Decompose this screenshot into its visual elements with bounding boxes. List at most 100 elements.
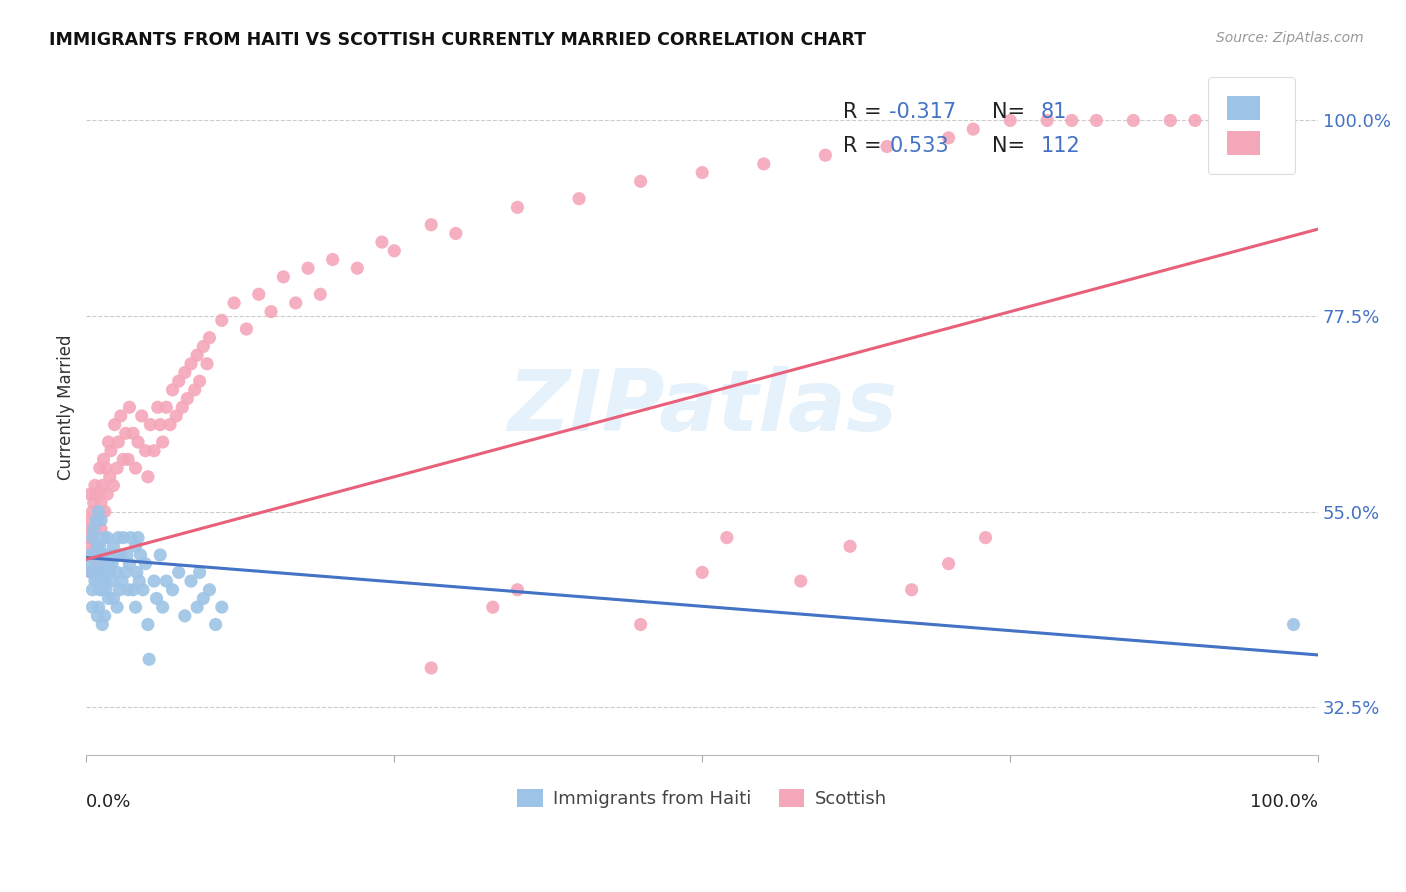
Point: [120, 531, 142, 545]
Point: [136, 470, 159, 484]
Point: [91, 548, 114, 562]
Point: [136, 617, 159, 632]
Point: [162, 582, 184, 597]
Point: [84, 539, 107, 553]
Point: [75, 548, 97, 562]
Point: [82, 504, 104, 518]
Text: IMMIGRANTS FROM HAITI VS SCOTTISH CURRENTLY MARRIED CORRELATION CHART: IMMIGRANTS FROM HAITI VS SCOTTISH CURREN…: [49, 31, 866, 49]
Point: [82, 531, 104, 545]
Point: [444, 227, 467, 241]
Point: [93, 452, 115, 467]
Point: [690, 165, 713, 179]
Point: [127, 531, 149, 545]
Point: [82, 582, 104, 597]
Point: [145, 591, 167, 606]
Point: [94, 461, 117, 475]
Point: [100, 574, 122, 588]
Point: [1282, 617, 1305, 632]
Point: [876, 139, 898, 153]
Point: [86, 574, 108, 588]
Point: [124, 461, 146, 475]
Point: [149, 417, 172, 432]
Point: [131, 409, 153, 423]
Point: [139, 417, 162, 432]
Point: [125, 566, 148, 580]
Point: [90, 522, 112, 536]
Point: [84, 487, 107, 501]
Point: [193, 591, 215, 606]
Point: [284, 296, 307, 310]
Point: [83, 522, 105, 536]
Text: 81: 81: [1040, 103, 1067, 122]
Point: [89, 461, 111, 475]
Point: [97, 557, 120, 571]
Point: [91, 582, 114, 597]
Point: [630, 174, 652, 188]
Point: [716, 531, 738, 545]
Point: [146, 401, 169, 415]
Point: [80, 566, 103, 580]
Point: [143, 574, 166, 588]
Point: [1184, 113, 1206, 128]
Point: [83, 548, 105, 562]
Point: [86, 608, 108, 623]
Point: [100, 443, 122, 458]
Text: -0.317: -0.317: [890, 103, 956, 122]
Point: [118, 557, 141, 571]
Point: [155, 574, 177, 588]
Point: [124, 600, 146, 615]
Point: [167, 566, 190, 580]
Text: R =: R =: [842, 136, 889, 156]
Point: [128, 574, 150, 588]
Point: [112, 531, 135, 545]
Point: [247, 287, 270, 301]
Point: [94, 574, 117, 588]
Point: [115, 548, 138, 562]
Point: [103, 591, 125, 606]
Point: [752, 157, 775, 171]
Point: [108, 582, 131, 597]
Point: [86, 513, 108, 527]
Point: [690, 566, 713, 580]
Point: [165, 409, 187, 423]
Point: [186, 348, 208, 362]
Point: [105, 566, 128, 580]
Point: [198, 582, 221, 597]
Point: [346, 261, 368, 276]
Point: [118, 401, 141, 415]
Point: [1085, 113, 1108, 128]
Point: [1060, 113, 1083, 128]
Point: [420, 661, 443, 675]
Point: [96, 487, 118, 501]
Point: [79, 539, 101, 553]
Point: [122, 582, 145, 597]
Text: 0.533: 0.533: [890, 136, 949, 156]
Point: [839, 539, 862, 553]
Point: [481, 600, 503, 615]
Point: [84, 513, 107, 527]
Point: [111, 574, 134, 588]
Point: [103, 539, 125, 553]
Point: [93, 531, 115, 545]
Point: [87, 487, 110, 501]
Point: [114, 426, 136, 441]
Point: [630, 617, 652, 632]
Point: [97, 591, 120, 606]
Point: [90, 513, 112, 527]
Text: ZIPatlas: ZIPatlas: [508, 366, 897, 449]
Point: [105, 600, 128, 615]
Point: [1208, 113, 1230, 128]
Point: [204, 617, 226, 632]
Text: Source: ZipAtlas.com: Source: ZipAtlas.com: [1216, 31, 1364, 45]
Point: [94, 608, 117, 623]
Point: [297, 261, 319, 276]
Point: [129, 548, 152, 562]
Point: [273, 269, 295, 284]
Point: [1036, 113, 1059, 128]
Point: [87, 557, 110, 571]
Point: [159, 417, 181, 432]
Point: [77, 513, 100, 527]
Point: [143, 443, 166, 458]
Point: [84, 574, 107, 588]
Point: [84, 522, 107, 536]
